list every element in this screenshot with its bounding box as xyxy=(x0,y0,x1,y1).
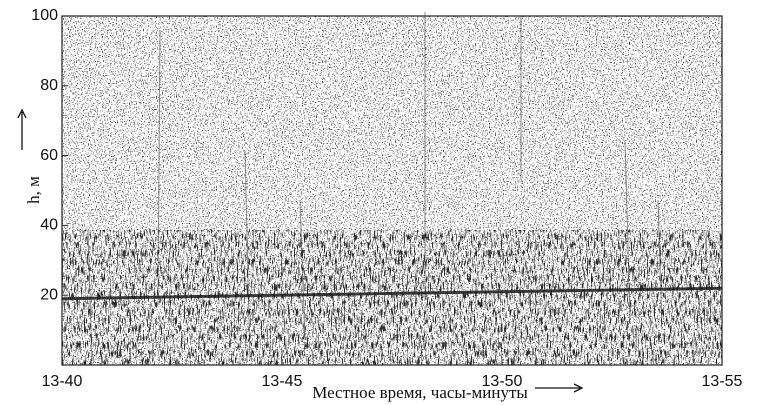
plot-frame xyxy=(61,15,723,366)
y-axis-label: h, м xyxy=(24,176,43,204)
y-tick-label: 20 xyxy=(40,286,58,303)
layer-line xyxy=(61,286,723,301)
x-tick-label: 13-45 xyxy=(262,373,303,390)
y-tick-label: 60 xyxy=(40,147,58,164)
y-axis-arrow xyxy=(17,108,27,150)
y-tick-label: 80 xyxy=(40,77,58,94)
y-tick-label: 40 xyxy=(40,217,58,234)
x-axis-arrow xyxy=(535,383,584,393)
y-tick-label: 100 xyxy=(31,7,58,24)
x-axis-label: Местное время, часы-минуты xyxy=(312,383,528,402)
x-tick-label: 13-55 xyxy=(702,373,743,390)
x-tick-label: 13-50 xyxy=(482,373,523,390)
x-tick-label: 13-40 xyxy=(42,373,83,390)
